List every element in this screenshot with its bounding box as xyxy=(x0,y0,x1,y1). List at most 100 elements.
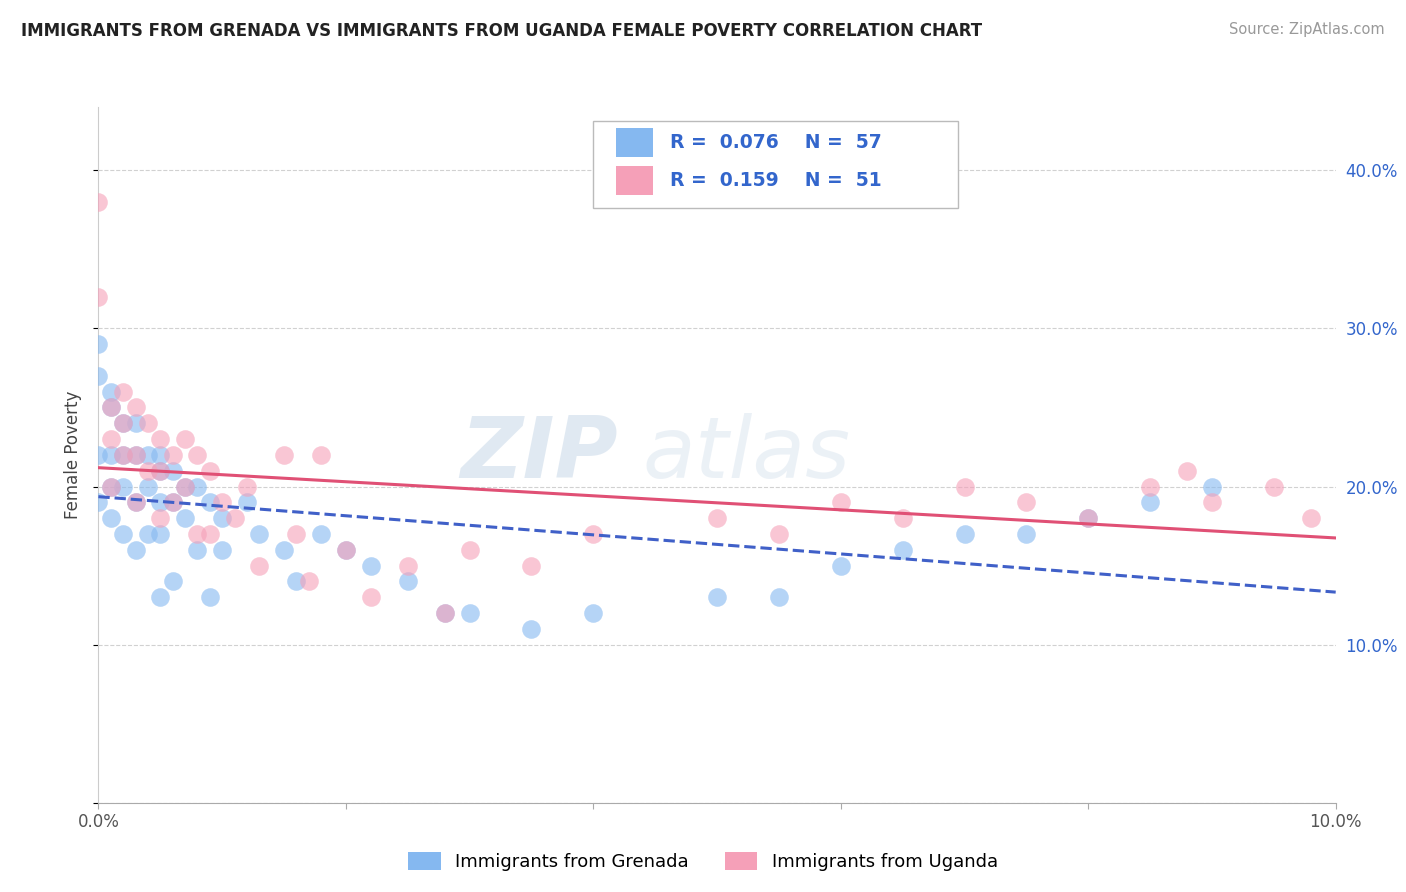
Point xyxy=(112,417,135,431)
Point xyxy=(1015,527,1038,541)
Point xyxy=(124,495,146,509)
Point xyxy=(149,511,172,525)
Point xyxy=(360,558,382,573)
Point xyxy=(273,448,295,462)
Point xyxy=(124,417,146,431)
Point xyxy=(87,290,110,304)
Point xyxy=(1299,511,1322,525)
Point xyxy=(198,495,221,509)
Point xyxy=(87,495,110,509)
Point xyxy=(224,511,246,525)
Point xyxy=(149,464,172,478)
Point xyxy=(162,448,184,462)
Point xyxy=(198,464,221,478)
Point xyxy=(149,464,172,478)
Point xyxy=(112,384,135,399)
Point xyxy=(198,591,221,605)
Point xyxy=(100,511,122,525)
Point xyxy=(285,574,308,589)
FancyBboxPatch shape xyxy=(616,128,652,157)
Point xyxy=(211,542,233,557)
Point xyxy=(1077,511,1099,525)
Point xyxy=(100,432,122,446)
Point xyxy=(458,542,481,557)
Point xyxy=(136,464,159,478)
Point xyxy=(1175,464,1198,478)
Point xyxy=(162,574,184,589)
Text: R =  0.076    N =  57: R = 0.076 N = 57 xyxy=(671,133,882,152)
Text: Source: ZipAtlas.com: Source: ZipAtlas.com xyxy=(1229,22,1385,37)
Point xyxy=(582,527,605,541)
Point xyxy=(186,542,208,557)
Point xyxy=(396,574,419,589)
Point xyxy=(830,558,852,573)
Point xyxy=(211,495,233,509)
Point xyxy=(136,527,159,541)
Point xyxy=(112,527,135,541)
Text: IMMIGRANTS FROM GRENADA VS IMMIGRANTS FROM UGANDA FEMALE POVERTY CORRELATION CHA: IMMIGRANTS FROM GRENADA VS IMMIGRANTS FR… xyxy=(21,22,983,40)
Text: ZIP: ZIP xyxy=(460,413,619,497)
Point xyxy=(335,542,357,557)
Point xyxy=(1015,495,1038,509)
Point xyxy=(100,401,122,415)
Point xyxy=(433,606,456,620)
Point xyxy=(124,495,146,509)
Point xyxy=(136,417,159,431)
Point xyxy=(953,527,976,541)
Point xyxy=(87,368,110,383)
FancyBboxPatch shape xyxy=(593,121,959,208)
Point xyxy=(236,479,259,493)
Point xyxy=(1139,495,1161,509)
Point xyxy=(830,495,852,509)
Point xyxy=(768,527,790,541)
Point xyxy=(273,542,295,557)
Point xyxy=(124,401,146,415)
Point xyxy=(124,542,146,557)
Point xyxy=(706,511,728,525)
Point xyxy=(309,527,332,541)
Point xyxy=(298,574,321,589)
Point xyxy=(1263,479,1285,493)
Point xyxy=(458,606,481,620)
Point xyxy=(247,527,270,541)
Point xyxy=(149,495,172,509)
Point xyxy=(149,527,172,541)
FancyBboxPatch shape xyxy=(616,166,652,195)
Point xyxy=(112,448,135,462)
Point xyxy=(112,448,135,462)
Point xyxy=(1077,511,1099,525)
Point xyxy=(174,479,197,493)
Point xyxy=(309,448,332,462)
Point xyxy=(285,527,308,541)
Point xyxy=(433,606,456,620)
Point xyxy=(520,558,543,573)
Legend: Immigrants from Grenada, Immigrants from Uganda: Immigrants from Grenada, Immigrants from… xyxy=(401,845,1005,879)
Point xyxy=(768,591,790,605)
Point xyxy=(149,432,172,446)
Y-axis label: Female Poverty: Female Poverty xyxy=(65,391,83,519)
Point xyxy=(198,527,221,541)
Point xyxy=(100,479,122,493)
Point xyxy=(100,401,122,415)
Point xyxy=(87,194,110,209)
Point xyxy=(211,511,233,525)
Point xyxy=(136,479,159,493)
Text: atlas: atlas xyxy=(643,413,851,497)
Point xyxy=(247,558,270,573)
Point xyxy=(186,479,208,493)
Point xyxy=(891,542,914,557)
Point xyxy=(1201,479,1223,493)
Point xyxy=(174,511,197,525)
Point xyxy=(706,591,728,605)
Point xyxy=(162,495,184,509)
Point xyxy=(100,448,122,462)
Point xyxy=(124,448,146,462)
Point xyxy=(162,464,184,478)
Point xyxy=(335,542,357,557)
Point xyxy=(953,479,976,493)
Point xyxy=(149,591,172,605)
Point xyxy=(1201,495,1223,509)
Point xyxy=(100,384,122,399)
Point xyxy=(136,448,159,462)
Point xyxy=(112,479,135,493)
